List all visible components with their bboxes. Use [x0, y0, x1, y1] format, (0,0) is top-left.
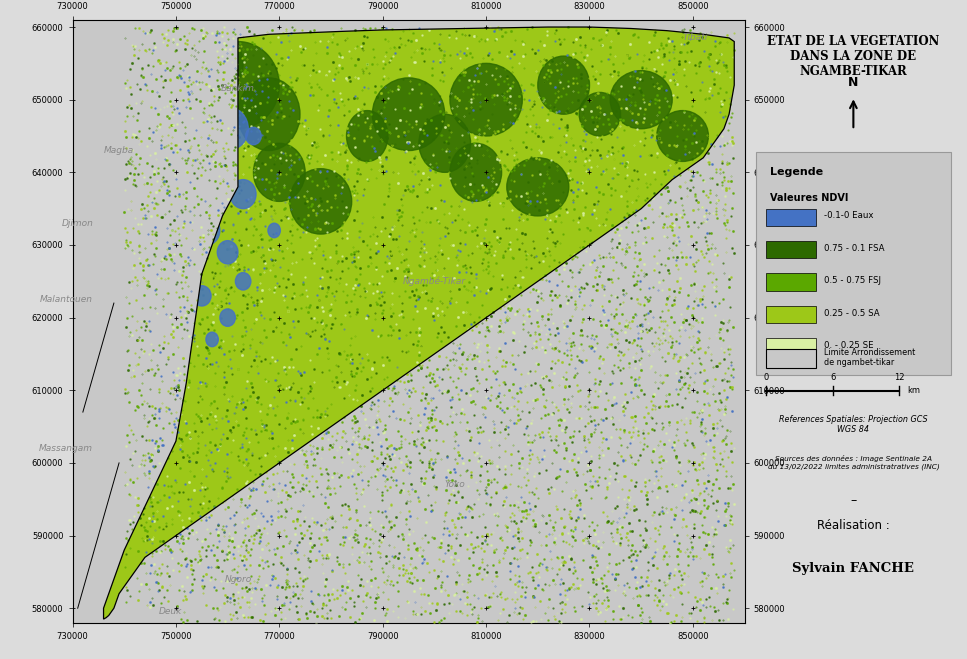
- Ellipse shape: [538, 56, 590, 114]
- Text: ETAT DE LA VEGETATION
DANS LA ZONE DE
NGAMBE-TIKAR: ETAT DE LA VEGETATION DANS LA ZONE DE NG…: [767, 35, 940, 78]
- Text: Legende: Legende: [771, 167, 823, 177]
- Text: Massangam: Massangam: [40, 444, 93, 453]
- Text: 0.5 - 0.75 FSJ: 0.5 - 0.75 FSJ: [824, 276, 881, 285]
- Ellipse shape: [150, 96, 181, 132]
- Text: 0: 0: [763, 373, 769, 382]
- Ellipse shape: [290, 169, 352, 234]
- Ellipse shape: [176, 188, 196, 214]
- Ellipse shape: [196, 42, 279, 129]
- Ellipse shape: [207, 107, 249, 150]
- Ellipse shape: [507, 158, 569, 216]
- Ellipse shape: [166, 256, 186, 277]
- Ellipse shape: [191, 34, 243, 92]
- Text: Limite Arrondissement
de ngambet-tikar: Limite Arrondissement de ngambet-tikar: [824, 348, 916, 367]
- Text: Djimon: Djimon: [61, 219, 93, 228]
- Ellipse shape: [419, 114, 471, 173]
- Ellipse shape: [206, 332, 219, 347]
- Ellipse shape: [246, 127, 261, 145]
- Text: Valeures NDVI: Valeures NDVI: [771, 193, 849, 203]
- Text: Réalisation :: Réalisation :: [817, 519, 890, 532]
- Polygon shape: [103, 27, 734, 619]
- Ellipse shape: [158, 295, 173, 312]
- Ellipse shape: [230, 180, 256, 209]
- Ellipse shape: [218, 241, 238, 264]
- FancyBboxPatch shape: [766, 339, 816, 356]
- Text: 6: 6: [830, 373, 835, 382]
- Text: 0.75 - 0.1 FSA: 0.75 - 0.1 FSA: [824, 244, 885, 253]
- Text: 0.25 - 0.5 SA: 0.25 - 0.5 SA: [824, 309, 880, 318]
- FancyBboxPatch shape: [766, 349, 816, 368]
- Ellipse shape: [176, 71, 227, 129]
- Text: -0.1-0 Eaux: -0.1-0 Eaux: [824, 212, 874, 220]
- Ellipse shape: [156, 42, 196, 85]
- Ellipse shape: [153, 158, 179, 187]
- Text: Sources des données : Image Sentinale 2A
du 13/02/2022 limites administratrative: Sources des données : Image Sentinale 2A…: [768, 455, 939, 470]
- Text: Malantouen: Malantouen: [41, 295, 93, 304]
- Ellipse shape: [145, 204, 165, 227]
- Ellipse shape: [235, 273, 250, 290]
- Text: Sylvain FANCHE: Sylvain FANCHE: [792, 562, 915, 575]
- Text: References Spatiales: Projection GCS
WGS 84: References Spatiales: Projection GCS WGS…: [779, 415, 927, 434]
- Text: 12: 12: [894, 373, 904, 382]
- Ellipse shape: [450, 63, 522, 136]
- Ellipse shape: [657, 111, 709, 161]
- Ellipse shape: [173, 132, 210, 169]
- Ellipse shape: [372, 78, 445, 150]
- Text: Magba: Magba: [103, 146, 134, 155]
- Ellipse shape: [253, 143, 306, 202]
- Ellipse shape: [192, 285, 211, 306]
- Ellipse shape: [180, 223, 192, 238]
- Text: Deuk: Deuk: [159, 608, 183, 616]
- Text: km: km: [907, 386, 921, 395]
- FancyBboxPatch shape: [766, 273, 816, 291]
- Ellipse shape: [579, 92, 621, 136]
- Ellipse shape: [346, 111, 388, 161]
- Ellipse shape: [268, 223, 280, 238]
- FancyBboxPatch shape: [755, 152, 952, 375]
- Ellipse shape: [610, 71, 672, 129]
- FancyBboxPatch shape: [766, 306, 816, 323]
- Ellipse shape: [133, 310, 146, 325]
- Ellipse shape: [238, 78, 300, 150]
- Ellipse shape: [220, 309, 235, 326]
- Ellipse shape: [202, 156, 233, 188]
- FancyBboxPatch shape: [766, 208, 816, 225]
- Ellipse shape: [142, 237, 158, 254]
- Text: –: –: [850, 494, 857, 507]
- Text: Bankim: Bankim: [221, 84, 255, 94]
- Text: N: N: [848, 76, 859, 89]
- Text: Ngambé-Tikar: Ngambé-Tikar: [403, 277, 466, 286]
- Text: Ngoro: Ngoro: [224, 575, 251, 584]
- Ellipse shape: [450, 143, 502, 202]
- Ellipse shape: [194, 216, 220, 245]
- FancyBboxPatch shape: [766, 241, 816, 258]
- Text: Tibati: Tibati: [683, 34, 708, 42]
- Text: 0. - 0.25 SE: 0. - 0.25 SE: [824, 341, 874, 351]
- Text: Yoko: Yoko: [445, 480, 465, 489]
